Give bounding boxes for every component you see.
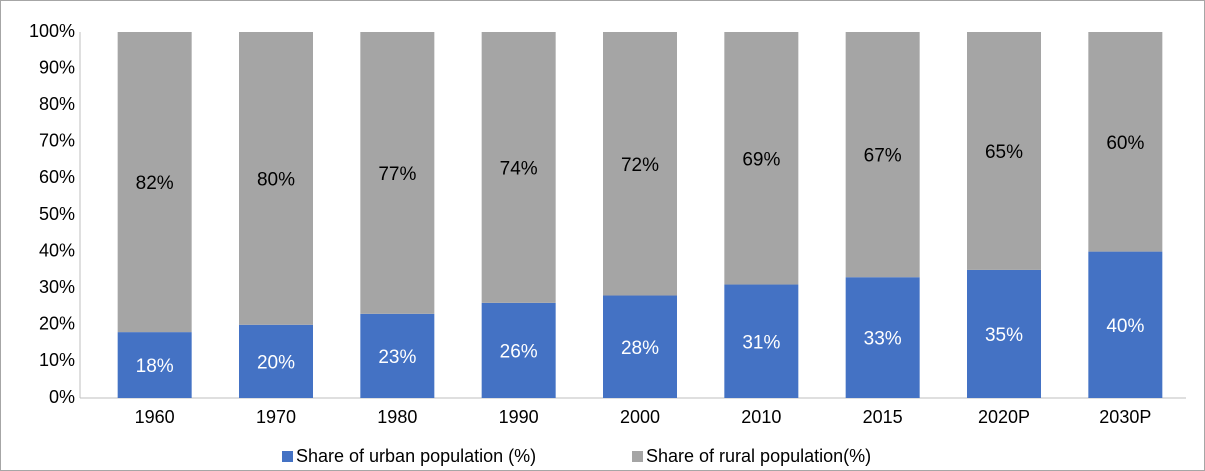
y-tick-label: 0% (49, 387, 75, 407)
data-label: 74% (500, 158, 538, 179)
bar-segment (360, 32, 435, 314)
x-tick-label: 1970 (256, 407, 296, 427)
bar-segment (603, 295, 677, 398)
data-label: 33% (864, 329, 902, 350)
y-tick-label: 90% (39, 57, 75, 77)
data-label: 60% (1106, 133, 1144, 154)
data-label: 72% (621, 155, 659, 176)
y-tick-label: 100% (29, 21, 75, 41)
data-label: 77% (378, 164, 416, 185)
data-label: 20% (257, 352, 295, 373)
x-tick-label: 1980 (377, 407, 417, 427)
bar-segment (1088, 32, 1163, 252)
data-label: 65% (985, 142, 1023, 163)
bar-segment (1088, 251, 1163, 398)
data-label: 35% (985, 325, 1023, 346)
bar-segment (845, 32, 920, 278)
bar-segment (724, 284, 799, 398)
x-tick-label: 2010 (741, 407, 781, 427)
y-tick-label: 10% (39, 350, 75, 370)
x-tick-label: 2020P (978, 407, 1030, 427)
data-label: 67% (864, 146, 902, 167)
y-tick-label: 40% (39, 240, 75, 260)
bar-segment (239, 32, 313, 325)
bar-segment (481, 32, 556, 303)
data-label: 82% (136, 173, 174, 194)
y-tick-label: 20% (39, 314, 75, 334)
legend-label: Share of urban population (%) (296, 446, 536, 466)
y-tick-label: 80% (39, 94, 75, 114)
bar-segment (967, 269, 1041, 398)
data-label: 26% (500, 341, 538, 362)
x-tick-label: 1990 (499, 407, 539, 427)
bar-segment (724, 32, 799, 285)
data-label: 28% (621, 338, 659, 359)
bar-segment (481, 302, 556, 398)
x-tick-label: 1960 (135, 407, 175, 427)
x-tick-label: 2030P (1099, 407, 1151, 427)
x-tick-label: 2015 (863, 407, 903, 427)
y-tick-label: 70% (39, 131, 75, 151)
data-label: 80% (257, 169, 295, 190)
bar-segment (603, 32, 677, 296)
bar-segment (117, 332, 192, 398)
legend-swatch (632, 451, 643, 462)
y-tick-label: 60% (39, 167, 75, 187)
data-label: 40% (1106, 316, 1144, 337)
y-tick-label: 30% (39, 277, 75, 297)
x-tick-label: 2000 (620, 407, 660, 427)
data-label: 31% (742, 332, 780, 353)
bar-segment (967, 32, 1041, 270)
data-label: 23% (378, 347, 416, 368)
data-label: 18% (136, 356, 174, 377)
bar-segment (845, 277, 920, 398)
y-tick-label: 50% (39, 204, 75, 224)
bar-segment (117, 32, 192, 333)
legend-label: Share of rural population(%) (646, 446, 871, 466)
bar-segment (239, 324, 313, 398)
bar-segment (360, 313, 435, 398)
legend-swatch (282, 451, 293, 462)
data-label: 69% (742, 149, 780, 170)
